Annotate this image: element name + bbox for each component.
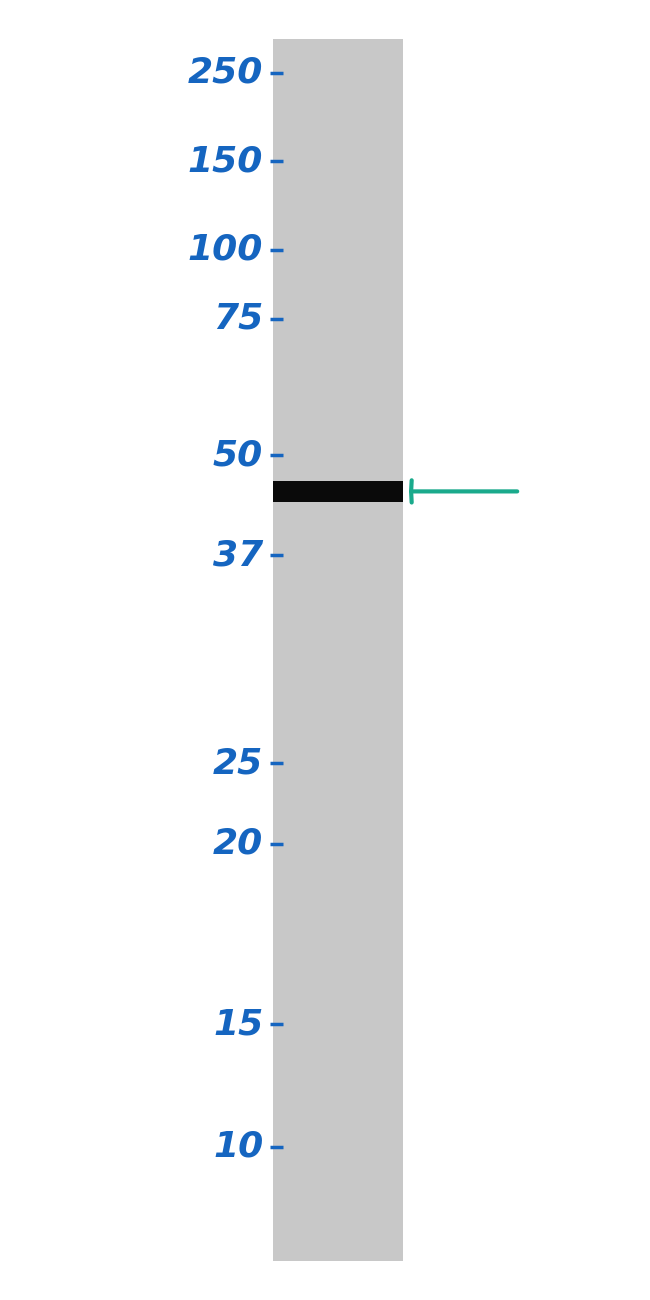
Text: 20: 20 xyxy=(213,827,263,861)
Text: 10: 10 xyxy=(213,1130,263,1164)
Text: 100: 100 xyxy=(188,233,263,266)
Text: 75: 75 xyxy=(213,302,263,335)
Text: 37: 37 xyxy=(213,538,263,572)
Bar xyxy=(273,39,403,1261)
Text: 15: 15 xyxy=(213,1008,263,1041)
Text: 250: 250 xyxy=(188,56,263,90)
Bar xyxy=(273,481,403,502)
Text: 150: 150 xyxy=(188,144,263,178)
Text: 25: 25 xyxy=(213,746,263,780)
Text: 50: 50 xyxy=(213,438,263,472)
